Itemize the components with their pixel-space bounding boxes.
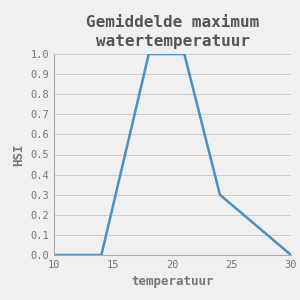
Title: Gemiddelde maximum
watertemperatuur: Gemiddelde maximum watertemperatuur: [86, 15, 259, 49]
Y-axis label: HSI: HSI: [12, 143, 25, 166]
X-axis label: temperatuur: temperatuur: [131, 275, 214, 288]
